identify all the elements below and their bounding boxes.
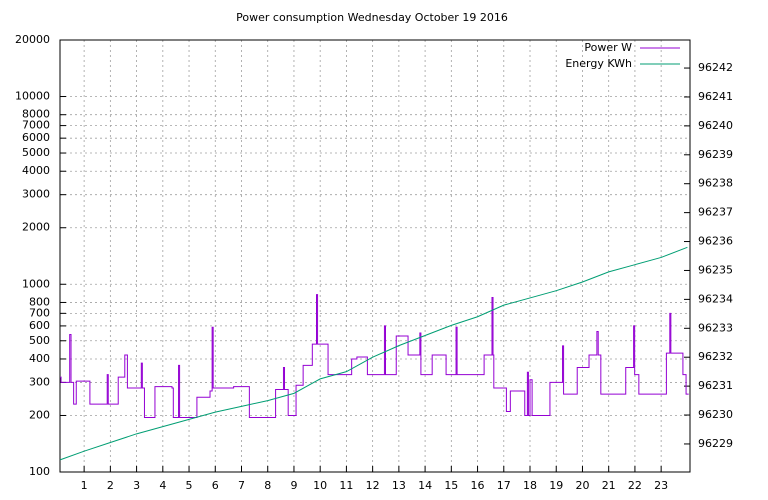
y-tick-label: 1000 [22, 277, 50, 290]
y2-tick-label: 96237 [698, 206, 733, 219]
x-tick-label: 2 [107, 479, 114, 492]
x-tick-label: 13 [392, 479, 406, 492]
y-tick-label: 8000 [22, 108, 50, 121]
series-line [60, 294, 689, 419]
x-tick-label: 17 [497, 479, 511, 492]
x-tick-label: 15 [444, 479, 458, 492]
x-tick-label: 20 [575, 479, 589, 492]
plot-border [59, 39, 691, 473]
x-tick-label: 9 [290, 479, 297, 492]
x-tick-label: 12 [366, 479, 380, 492]
x-tick-label: 11 [339, 479, 353, 492]
y2-tick-label: 96239 [698, 148, 733, 161]
y2-tick-label: 96233 [698, 321, 733, 334]
y-tick-label: 600 [29, 319, 50, 332]
y2-tick-label: 96238 [698, 177, 733, 190]
y-tick-label: 500 [29, 334, 50, 347]
legend-label: Energy KWh [565, 57, 632, 70]
x-tick-label: 1 [81, 479, 88, 492]
y-tick-label: 800 [29, 295, 50, 308]
y2-tick-label: 96235 [698, 263, 733, 276]
x-tick-label: 18 [523, 479, 537, 492]
x-tick-label: 4 [159, 479, 166, 492]
y-tick-label: 20000 [15, 33, 50, 46]
x-tick-label: 21 [602, 479, 616, 492]
y-tick-label: 4000 [22, 164, 50, 177]
x-tick-label: 10 [313, 479, 327, 492]
y-tick-label: 10000 [15, 90, 50, 103]
y2-tick-label: 96241 [698, 90, 733, 103]
x-tick-label: 5 [186, 479, 193, 492]
x-tick-label: 22 [628, 479, 642, 492]
y2-tick-label: 96236 [698, 235, 733, 248]
y2-tick-label: 96240 [698, 119, 733, 132]
y-tick-label: 200 [29, 408, 50, 421]
y-tick-label: 100 [29, 465, 50, 478]
y-tick-label: 300 [29, 375, 50, 388]
x-tick-label: 16 [471, 479, 485, 492]
x-tick-label: 8 [264, 479, 271, 492]
series-line [59, 246, 688, 461]
y-tick-label: 7000 [22, 119, 50, 132]
x-tick-label: 6 [212, 479, 219, 492]
y-tick-label: 3000 [22, 188, 50, 201]
y-tick-label: 6000 [22, 131, 50, 144]
x-tick-label: 14 [418, 479, 432, 492]
chart-title: Power consumption Wednesday October 19 2… [236, 11, 508, 24]
legend-label: Power W [584, 41, 632, 54]
y2-tick-label: 96231 [698, 379, 733, 392]
y-tick-label: 2000 [22, 221, 50, 234]
x-tick-label: 19 [549, 479, 563, 492]
x-tick-label: 3 [133, 479, 140, 492]
y-tick-label: 400 [29, 352, 50, 365]
x-tick-label: 7 [238, 479, 245, 492]
y2-tick-label: 96230 [698, 408, 733, 421]
y-tick-label: 5000 [22, 146, 50, 159]
y2-tick-label: 96242 [698, 61, 733, 74]
y2-tick-label: 96232 [698, 350, 733, 363]
y2-tick-label: 96234 [698, 292, 733, 305]
y2-tick-label: 96229 [698, 437, 733, 450]
x-tick-label: 23 [654, 479, 668, 492]
y-tick-label: 700 [29, 306, 50, 319]
